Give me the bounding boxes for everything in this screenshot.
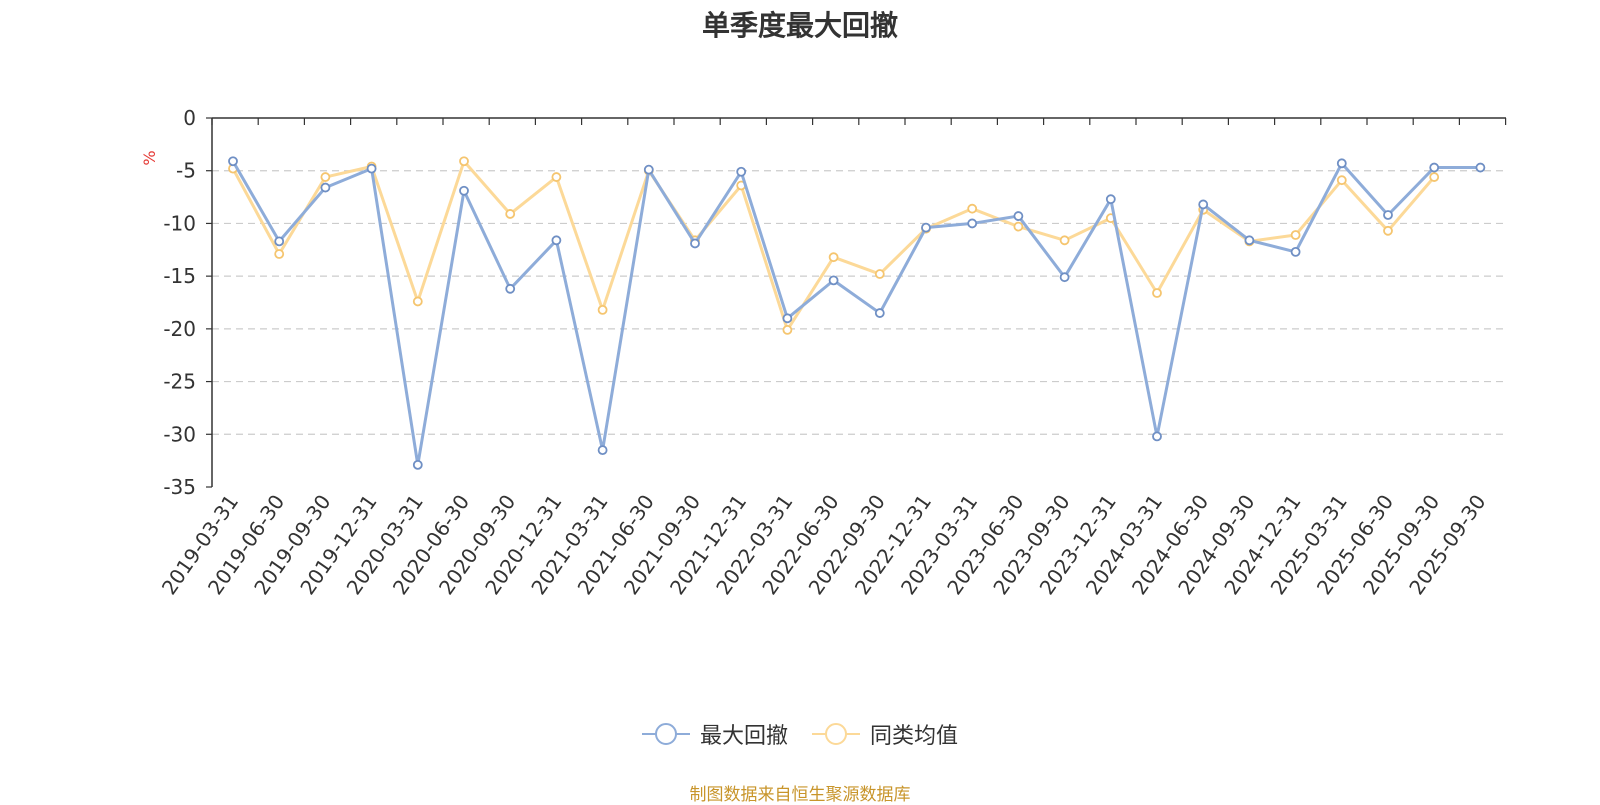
point-s1-26 [1429, 172, 1440, 182]
point-s1-20 [1152, 288, 1162, 298]
point-s0-7 [551, 235, 562, 246]
point-s0-26 [1429, 162, 1440, 173]
point-s0-18 [1059, 272, 1070, 283]
y-tick-label-1: -5 [176, 159, 196, 183]
point-s1-23 [1290, 230, 1301, 240]
point-s0-0 [228, 156, 238, 167]
point-s0-2 [320, 182, 331, 193]
chart-title: 单季度最大回撤 [701, 9, 898, 42]
legend-item-series-0[interactable]: 最大回撤 [641, 718, 788, 750]
legend-label-series-1: 同类均值 [870, 724, 959, 749]
point-s0-12 [782, 313, 793, 324]
point-s0-27 [1475, 162, 1486, 173]
point-s1-24 [1336, 175, 1347, 186]
legend-item-series-1[interactable]: 同类均值 [812, 718, 958, 750]
point-s0-20 [1152, 431, 1162, 442]
point-s1-8 [597, 304, 608, 315]
y-tick-label-0: 0 [183, 106, 196, 130]
legend-marker-series-0 [641, 723, 690, 745]
point-s1-13 [828, 252, 839, 263]
series-line-0 [231, 160, 1481, 467]
axes [206, 117, 1507, 488]
point-s0-8 [597, 445, 608, 456]
point-s1-7 [551, 172, 562, 182]
y-tick-label-3: -15 [163, 264, 196, 288]
point-s1-1 [274, 249, 285, 259]
point-s0-11 [736, 166, 747, 177]
y-tick-label-7: -35 [163, 475, 196, 499]
point-s1-2 [320, 172, 331, 182]
point-s1-25 [1383, 225, 1393, 236]
legend: 最大回撤 同类均值 [0, 718, 1600, 750]
point-s0-1 [274, 236, 285, 247]
series-line-1 [231, 159, 1436, 332]
y-tick-label-2: -10 [163, 211, 196, 235]
series-lines [228, 156, 1486, 470]
axis-labels: 0-5-10-15-20-25-30-352019-03-312019-06-3… [157, 106, 1491, 599]
point-s1-5 [459, 156, 469, 167]
point-s0-5 [459, 185, 469, 196]
point-s1-14 [874, 269, 885, 279]
point-s0-19 [1105, 194, 1116, 205]
source-note: 制图数据来自恒生聚源数据库 [689, 785, 911, 805]
point-s1-16 [967, 203, 978, 214]
point-s0-3 [366, 163, 377, 174]
point-s0-22 [1244, 235, 1255, 246]
point-s1-17 [1013, 221, 1024, 232]
point-s0-6 [505, 283, 516, 294]
point-s0-13 [828, 275, 839, 286]
y-axis-unit: % [140, 150, 159, 165]
y-tick-label-4: -20 [163, 317, 196, 341]
point-s0-4 [412, 459, 423, 470]
y-tick-label-6: -30 [163, 422, 196, 446]
point-s1-6 [505, 209, 516, 219]
point-s0-25 [1383, 210, 1393, 220]
point-s0-14 [874, 308, 885, 318]
legend-label-series-0: 最大回撤 [699, 724, 788, 749]
point-s0-24 [1336, 158, 1347, 169]
point-s1-18 [1059, 235, 1070, 246]
point-s0-21 [1198, 199, 1209, 210]
point-s1-12 [782, 325, 793, 335]
point-s0-16 [967, 218, 978, 229]
point-s0-9 [643, 164, 654, 175]
point-s1-4 [412, 296, 423, 307]
legend-marker-series-1 [812, 723, 860, 745]
y-tick-label-5: -25 [163, 370, 196, 394]
point-s0-15 [921, 222, 931, 233]
point-s0-10 [690, 238, 700, 249]
point-s0-17 [1013, 211, 1024, 221]
point-s0-23 [1290, 246, 1301, 257]
